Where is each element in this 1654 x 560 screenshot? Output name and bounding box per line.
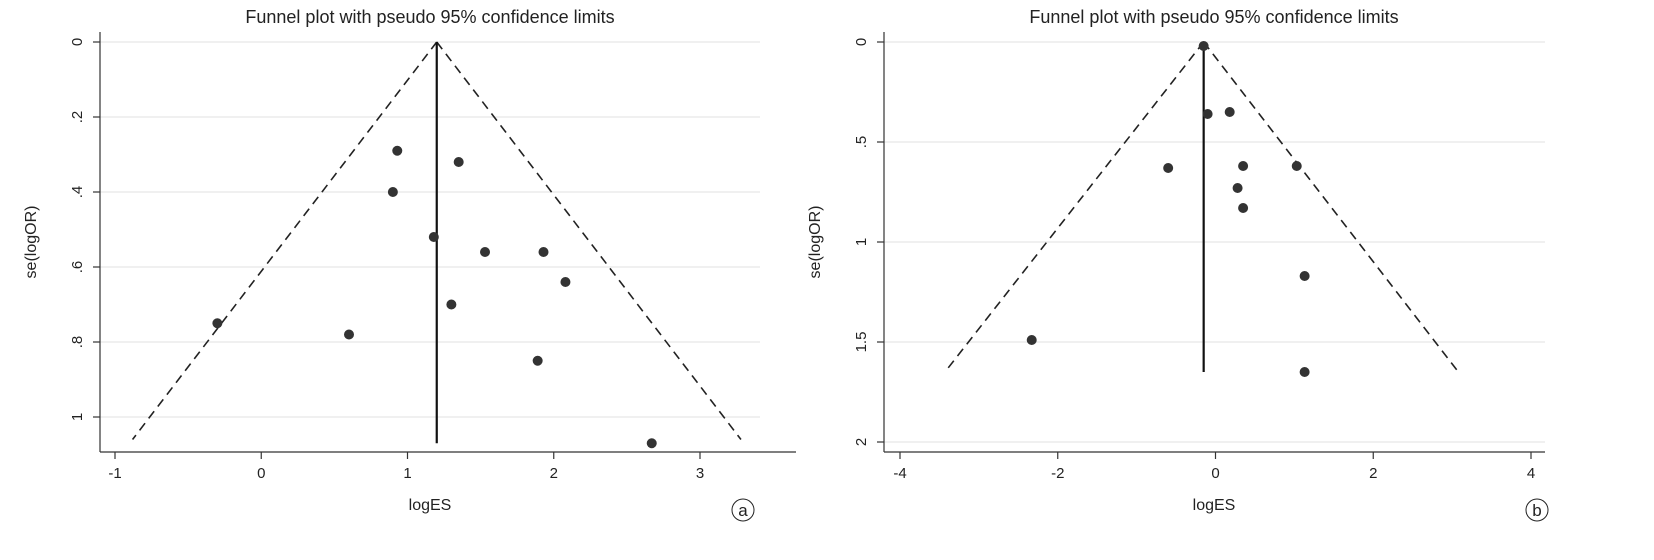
panel-b-study-point: [1026, 335, 1037, 345]
panel-a-ci-lower-limit: [131, 41, 438, 440]
panel-b-x-tick-label: 4: [1527, 465, 1535, 482]
panel-b-y-tick-label: 0: [853, 38, 870, 46]
panel-a-x-tick-label: 2: [550, 465, 558, 482]
panel-a-y-tick-label: 1: [69, 413, 86, 421]
panel-b-y-axis-label: se(logOR): [807, 206, 824, 279]
panel-b-y-tick-label: 1.5: [853, 332, 870, 353]
panel-b-y-tick-label: 2: [853, 438, 870, 446]
panel-b-x-tick-label: 0: [1211, 465, 1219, 482]
panel-a-x-tick-label: 3: [696, 465, 704, 482]
panel-a-funnel-plot: Funnel plot with pseudo 95% confidence l…: [23, 7, 796, 522]
panel-a-study-point: [387, 187, 398, 197]
panel-a-points: [212, 145, 657, 449]
panel-a-ticks: 0 .2 .4 .6 .8 1 -1 0 1 2 3: [69, 38, 704, 482]
panel-a-study-point: [532, 355, 543, 366]
panel-a-y-tick-label: .6: [69, 261, 86, 274]
panel-b-x-tick-label: 2: [1369, 465, 1377, 482]
panel-a-study-point: [560, 277, 571, 287]
panel-a-study-point: [428, 232, 439, 242]
panel-b-corner-label: b: [1532, 501, 1541, 520]
panel-a-study-point: [446, 299, 457, 310]
panel-b-study-point: [1299, 271, 1310, 281]
panel-b-funnel: [944, 41, 1460, 373]
panel-b-study-point: [1291, 161, 1302, 171]
panel-a-study-point: [480, 247, 491, 257]
panel-b-study-point: [1202, 109, 1213, 119]
panel-a-y-tick-label: .8: [69, 336, 86, 349]
panel-a-study-point: [538, 247, 549, 257]
panel-b-study-point: [1198, 41, 1209, 51]
panel-a-x-tick-label: -1: [108, 465, 121, 482]
panel-b-y-tick-label: 1: [853, 238, 870, 246]
panel-b-title: Funnel plot with pseudo 95% confidence l…: [1029, 7, 1398, 27]
panel-b-x-axis-label: logES: [1193, 497, 1236, 514]
panel-b-study-point: [1238, 161, 1249, 171]
panel-a-ci-upper-limit: [436, 41, 742, 440]
panel-b-corner-badge: [1525, 498, 1549, 522]
panel-a-x-axis-label: logES: [409, 497, 452, 514]
panel-b-study-point: [1224, 107, 1235, 117]
panel-b-study-point: [1232, 183, 1243, 193]
panel-a-study-point: [453, 157, 464, 167]
panel-a-study-point: [646, 438, 657, 449]
panel-b-ci-lower-limit: [944, 41, 1205, 373]
panel-a-study-point: [344, 329, 354, 340]
panel-a-funnel: [131, 41, 742, 444]
panel-a-title: Funnel plot with pseudo 95% confidence l…: [245, 7, 614, 27]
panel-b-x-tick-label: -2: [1051, 465, 1064, 482]
panel-b-y-tick-label: .5: [853, 136, 870, 149]
panel-a-study-point: [212, 318, 223, 329]
panel-a-gridlines: [100, 41, 760, 418]
panel-a-study-point: [392, 145, 403, 156]
panel-b-study-point: [1238, 203, 1249, 213]
panel-a-corner-badge: [731, 498, 755, 522]
panel-b-x-tick-label: -4: [893, 465, 906, 482]
panel-b-study-point: [1299, 367, 1310, 377]
panel-a-y-tick-label: 0: [69, 38, 86, 46]
panel-b-ci-upper-limit: [1203, 41, 1460, 373]
panel-b-study-point: [1163, 163, 1174, 173]
panel-a-x-tick-label: 1: [403, 465, 411, 482]
panel-b-funnel-plot: Funnel plot with pseudo 95% confidence l…: [807, 7, 1549, 522]
panel-b-gridlines: [884, 41, 1545, 443]
panel-a-corner-label: a: [738, 501, 748, 520]
panel-b-points: [1026, 41, 1310, 377]
panel-b-ticks: 0 .5 1 1.5 2 -4 -2 0 2 4: [853, 38, 1535, 482]
panel-a-y-tick-label: .4: [69, 186, 86, 199]
panel-a-y-axis-label: se(logOR): [23, 206, 40, 279]
panel-a-x-tick-label: 0: [257, 465, 265, 482]
panel-a-y-tick-label: .2: [69, 111, 86, 124]
